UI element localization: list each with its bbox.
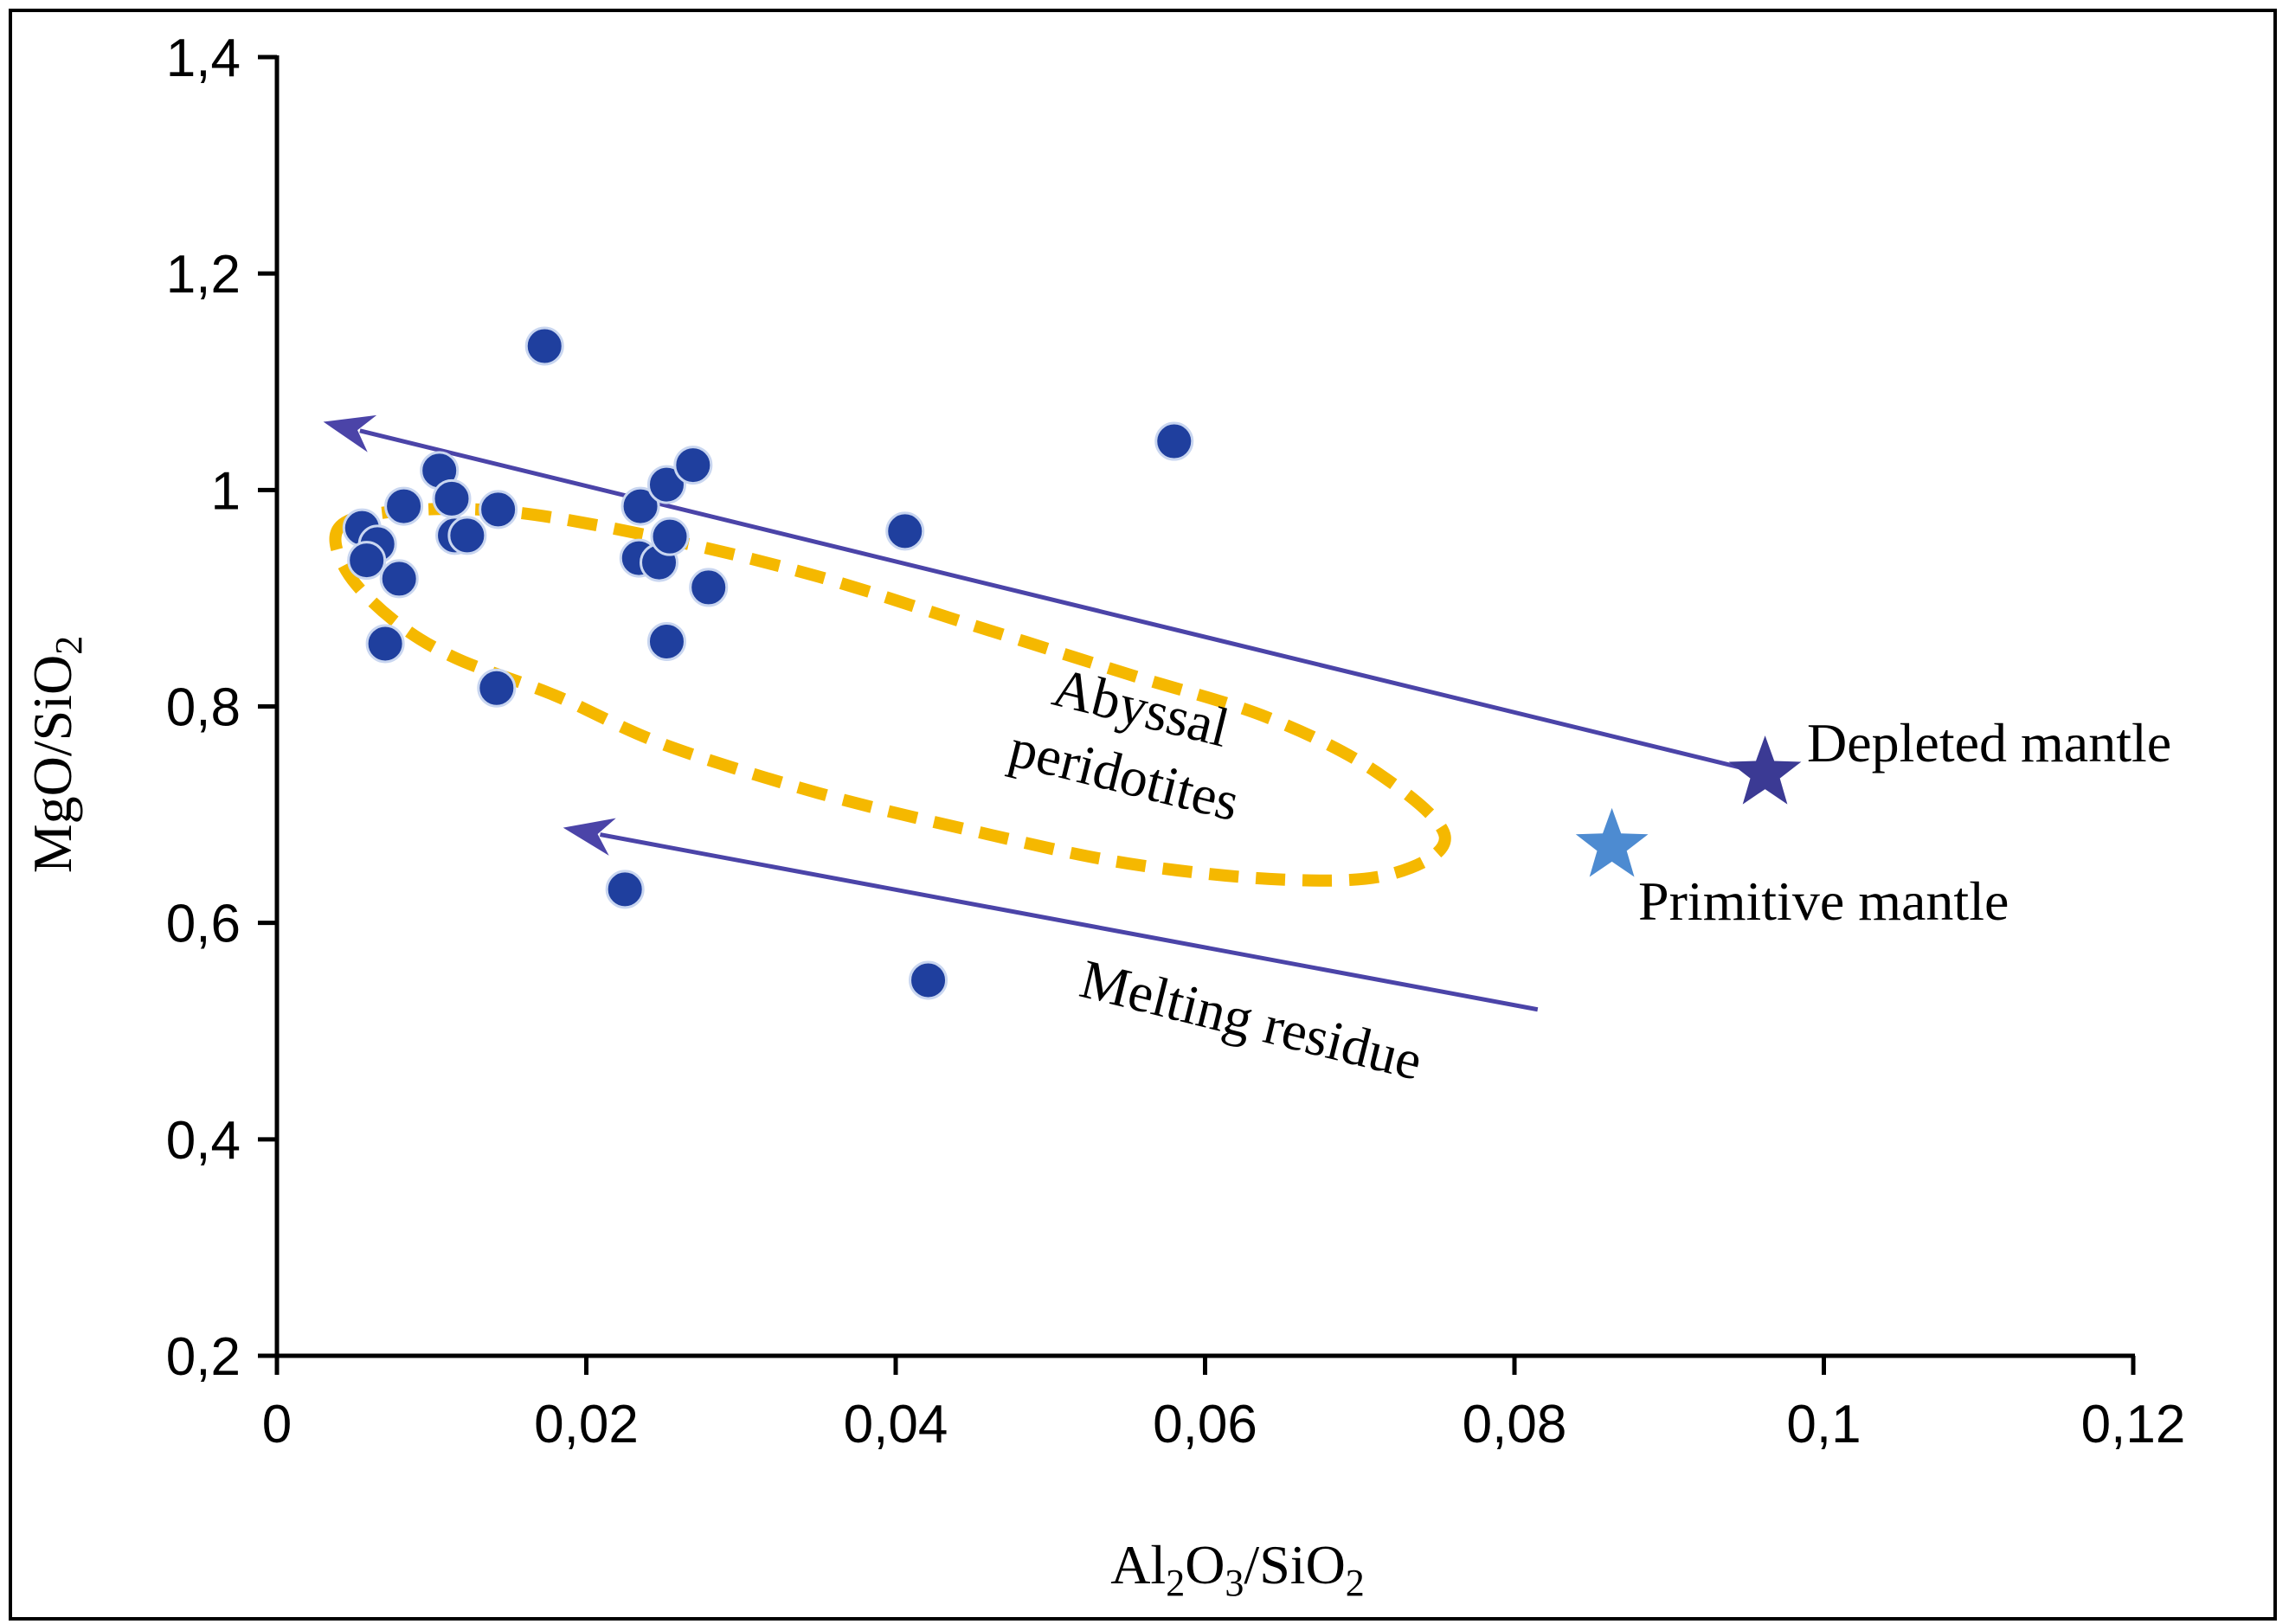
data-point-17: [650, 517, 690, 556]
data-point-11: [524, 326, 564, 366]
melting-residue-trend-head: [563, 818, 616, 856]
ticks-layer: 0 0,02 0,04 0,06 0,08 0,1 0,12 0,2 0,4 0,6 0,8 1 1,2…: [166, 29, 2186, 1454]
reference-points-layer: [1575, 735, 1802, 877]
abyssal-peridotites-field: [329, 503, 1451, 887]
x-tick-label-2: 0,04: [844, 1395, 948, 1454]
y-title-main: MgO/SiO: [22, 655, 83, 874]
x-title-tail: /SiO: [1244, 1534, 1345, 1595]
primitive-mantle-label: Primitive mantle: [1638, 870, 2009, 932]
x-tick-label-3: 0,06: [1153, 1395, 1257, 1454]
x-title-sub2: 3: [1225, 1562, 1244, 1604]
x-title-al: Al: [1110, 1534, 1166, 1595]
x-tick-label-1: 0,02: [534, 1395, 639, 1454]
data-point-5: [365, 624, 405, 664]
melting-residue-label: Melting residue: [1075, 947, 1429, 1091]
x-title-sub3: 2: [1346, 1562, 1365, 1604]
y-title-sub: 2: [48, 636, 90, 655]
data-point-12: [477, 668, 517, 708]
x-tick-label-4: 0,08: [1463, 1395, 1567, 1454]
melting-residue-trend-line: [599, 832, 1539, 1012]
data-point-23: [909, 960, 948, 1000]
chart-frame: [9, 9, 2277, 1621]
depletion-trend-head: [323, 414, 377, 453]
y-tick-label-0: 0,2: [166, 1327, 241, 1387]
trend-arrows-layer: [323, 414, 1766, 1012]
data-point-20: [646, 621, 686, 661]
data-point-19: [689, 568, 729, 607]
data-point-21: [605, 870, 645, 909]
y-tick-label-2: 0,6: [166, 895, 241, 954]
data-point-18: [673, 446, 713, 485]
x-tick-label-5: 0,1: [1786, 1395, 1861, 1454]
data-point-3: [384, 486, 424, 526]
depletion-trend-line: [359, 428, 1766, 776]
y-tick-label-4: 1: [211, 461, 241, 521]
y-tick-label-3: 0,8: [166, 678, 241, 738]
x-tick-label-0: 0: [262, 1395, 292, 1454]
x-axis-title: Al2O3/SiO2: [1110, 1534, 1365, 1604]
x-title-sub1: 2: [1166, 1562, 1185, 1604]
primitive-mantle-star: [1575, 807, 1649, 877]
y-axis-title: MgO/SiO2: [22, 636, 90, 874]
data-point-10: [479, 490, 518, 530]
data-point-24: [1154, 421, 1194, 461]
data-point-4: [379, 559, 419, 599]
x-tick-label-6: 0,12: [2081, 1395, 2186, 1454]
x-title-o: O: [1185, 1534, 1225, 1595]
abyssal-field-layer: [329, 503, 1451, 887]
data-point-9: [447, 516, 487, 555]
data-point-7: [432, 478, 472, 518]
y-tick-label-5: 1,2: [166, 245, 241, 305]
depleted-mantle-label: Depleted mantle: [1807, 712, 2171, 773]
data-point-13: [620, 486, 660, 526]
data-point-22: [885, 511, 925, 551]
points-layer: [342, 326, 1194, 1000]
y-tick-label-6: 1,4: [166, 29, 241, 88]
data-point-16: [646, 465, 686, 504]
y-tick-label-1: 0,4: [166, 1111, 241, 1171]
data-point-2: [347, 541, 387, 581]
depleted-mantle-star: [1728, 735, 1802, 805]
